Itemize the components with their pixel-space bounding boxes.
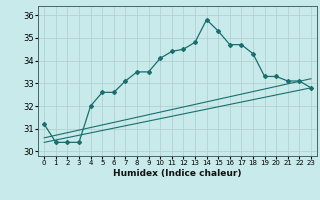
X-axis label: Humidex (Indice chaleur): Humidex (Indice chaleur) bbox=[113, 169, 242, 178]
